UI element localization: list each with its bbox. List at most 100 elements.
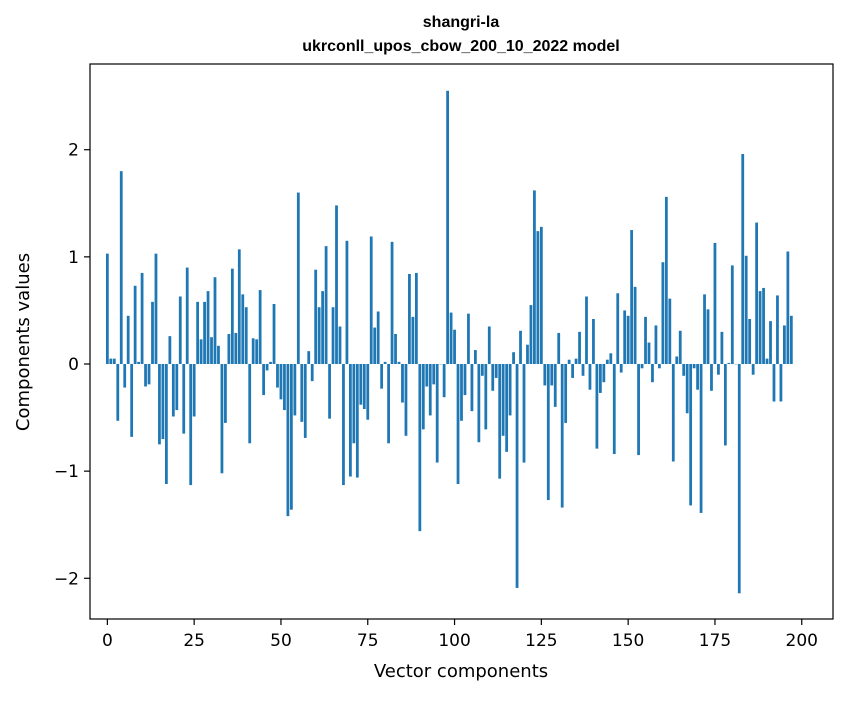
bar [769, 321, 772, 364]
bar [325, 246, 328, 364]
bar [276, 364, 279, 388]
bar [512, 352, 515, 364]
bar [707, 309, 710, 364]
bar [484, 364, 487, 429]
bar [596, 364, 599, 449]
bar [151, 302, 154, 364]
bar [304, 364, 307, 438]
bar [248, 364, 251, 443]
bar [634, 287, 637, 364]
bar [460, 364, 463, 421]
bar [116, 364, 119, 421]
bar [585, 297, 588, 365]
bar [606, 360, 609, 364]
bar [342, 364, 345, 485]
bar [491, 364, 494, 391]
bar [630, 230, 633, 364]
bar [658, 364, 661, 368]
bar [113, 359, 116, 364]
y-tick-label: −1 [54, 462, 79, 482]
bar [686, 364, 689, 413]
bar [290, 364, 293, 510]
bar [162, 364, 165, 439]
bar [759, 291, 762, 364]
bar [488, 327, 491, 365]
bar [200, 339, 203, 364]
bar [297, 193, 300, 364]
bar [464, 364, 467, 395]
bar [745, 256, 748, 364]
bar [141, 273, 144, 364]
bar [495, 364, 498, 378]
bar [134, 286, 137, 364]
bar [207, 291, 210, 364]
bar [234, 333, 237, 364]
bar [467, 314, 470, 364]
bar [623, 310, 626, 364]
bar [679, 331, 682, 364]
bar [273, 304, 276, 364]
bar [641, 364, 644, 368]
x-tick-label: 75 [357, 631, 379, 651]
bar [457, 364, 460, 484]
x-tick-label: 150 [612, 631, 644, 651]
bar [481, 364, 484, 376]
bar [425, 364, 428, 387]
bar [637, 364, 640, 455]
bar [703, 294, 706, 364]
bar [443, 364, 446, 397]
bar [307, 351, 310, 364]
bar [689, 364, 692, 505]
bar [509, 364, 512, 415]
bar [227, 334, 230, 364]
bar [269, 362, 272, 364]
bar [783, 325, 786, 364]
bar [158, 364, 161, 444]
bar [665, 197, 668, 364]
bar [314, 270, 317, 364]
bar [516, 364, 519, 588]
bar [224, 364, 227, 423]
bar [748, 319, 751, 364]
y-axis-label: Components values [13, 253, 34, 431]
x-tick-label: 25 [183, 631, 205, 651]
bar [412, 317, 415, 364]
bar [655, 325, 658, 364]
bar [453, 330, 456, 364]
bar [766, 359, 769, 364]
bar [429, 364, 432, 415]
bar [293, 364, 296, 415]
x-tick-label: 175 [699, 631, 731, 651]
bar [175, 364, 178, 410]
chart-subtitle: ukrconll_upos_cbow_200_10_2022 model [302, 38, 619, 55]
bar [106, 254, 109, 364]
bar [255, 339, 258, 364]
bar [266, 364, 269, 370]
bar [356, 364, 359, 478]
bar [700, 364, 703, 513]
bar [415, 273, 418, 364]
bar [359, 364, 362, 405]
bar [418, 364, 421, 531]
bar [644, 317, 647, 364]
bar [571, 364, 574, 378]
bar [245, 307, 248, 364]
bar [398, 362, 401, 364]
bar [328, 364, 331, 419]
bar [349, 364, 352, 477]
bar [384, 362, 387, 364]
bar [592, 319, 595, 364]
bar [436, 364, 439, 463]
bar [196, 302, 199, 364]
bar [773, 364, 776, 402]
bar [651, 364, 654, 382]
bar [582, 364, 585, 376]
bar [287, 364, 290, 516]
bar [283, 364, 286, 410]
bar [252, 338, 255, 364]
bar [786, 252, 789, 365]
bar [408, 274, 411, 364]
bar [144, 364, 147, 387]
bar [523, 364, 526, 463]
